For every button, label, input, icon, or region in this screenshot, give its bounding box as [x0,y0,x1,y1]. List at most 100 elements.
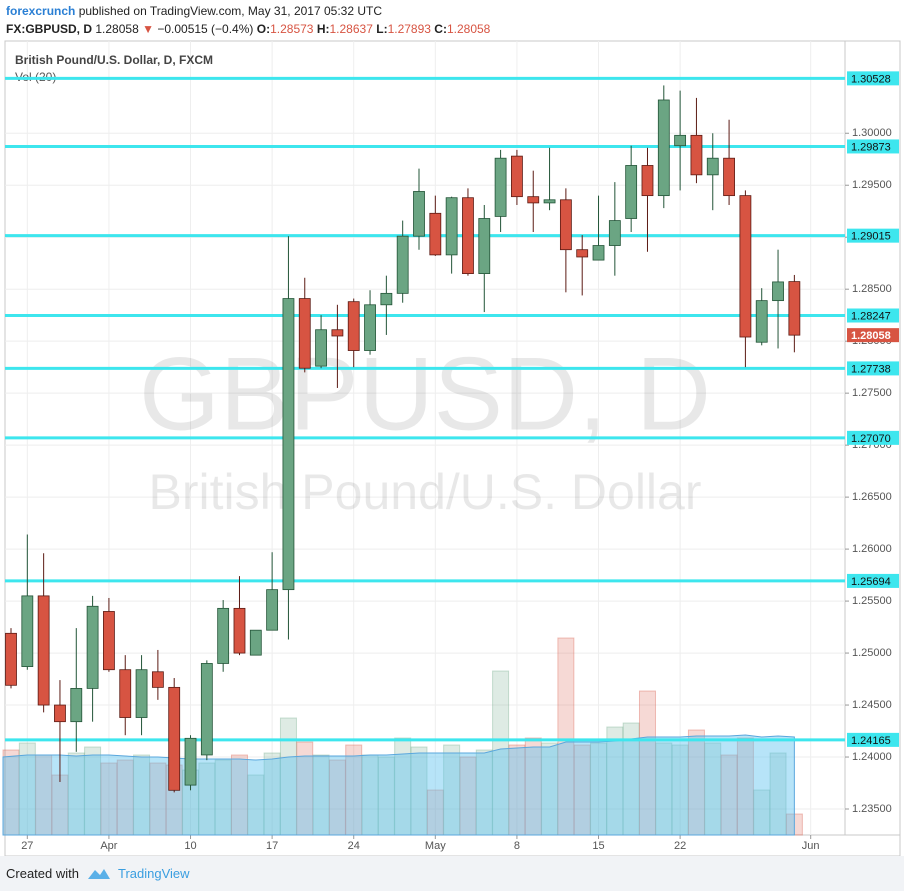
candle-body [511,155,523,198]
last-price-box [847,328,899,343]
candle-body [151,671,164,688]
created-with: Created with [6,866,79,881]
x-tick-label: May [425,840,446,852]
candle-body [608,220,621,246]
candle-body [282,298,295,591]
candle-body [772,281,784,302]
y-tick-label: 1.30000 [852,127,892,139]
candle-body [576,249,589,258]
level-label-box [847,71,899,86]
candle-body [396,235,409,294]
candle-body [527,196,540,204]
y-tick-label: 1.23500 [852,803,892,815]
level-label-box [847,308,899,323]
x-tick-label: 17 [266,840,278,852]
level-label: 1.25694 [851,576,891,588]
ohlc-label: O: [256,22,271,36]
candle-body [723,157,735,197]
y-tick-label: 1.24500 [852,699,892,711]
x-tick-label: Apr [100,840,117,852]
x-tick-label: Jun [802,840,820,852]
level-label-box [847,228,899,243]
y-tick-label: 1.27500 [852,387,892,399]
candle-body [674,134,687,147]
level-label-box [847,361,899,376]
watermark: GBPUSD, D [139,336,711,452]
candle-body [217,607,230,664]
header: forexcrunch published on TradingView.com… [6,2,490,38]
candle-body [54,704,66,723]
candle-body [413,191,425,237]
y-tick-label: 1.28500 [852,283,892,295]
ohlc-value: 1.28573 [270,22,314,36]
candle-body [298,298,311,369]
y-tick-label: 1.25500 [852,595,892,607]
candle-body [592,245,605,261]
ohlc-label: C: [434,22,447,36]
candle-body [168,686,181,791]
brand[interactable]: TradingView [118,866,190,881]
candle-body [494,157,507,217]
y-tick-label: 1.26000 [852,543,892,555]
footer: Created with TradingView [0,856,904,891]
ohlc-label: L: [376,22,388,36]
level-label-box [847,139,899,154]
ohlc-value: 1.28058 [446,22,491,36]
published: published on TradingView.com, May 31, 20… [78,4,382,18]
candle-body [788,281,801,336]
candle-body [5,632,17,686]
candle-body [462,197,474,274]
candle-body [706,157,719,176]
logo [88,869,110,879]
level-label: 1.27738 [851,363,891,375]
candle-body [739,195,752,338]
level-label-box [847,430,899,445]
candle-body [200,663,213,756]
chart: 1.23500 1.24000 1.24500 1.25000 1.25500 1.260… [2,40,901,856]
chart-title: British Pound/U.S. Dollar, D, FXCM [15,53,213,67]
y-tick-label: 1.24000 [852,751,892,763]
candle-body [445,197,458,256]
level-label: 1.29015 [851,231,891,243]
candle-body [625,165,638,219]
candle-body [641,165,654,197]
x-tick-label: 8 [514,840,520,852]
candle-body [86,605,99,689]
ohlc-value: 1.28637 [329,22,373,36]
candle-body [119,669,132,718]
last-price-label: 1.28058 [851,330,891,342]
candle-body [266,589,279,631]
level-label: 1.29873 [851,141,891,153]
candle-body [184,737,197,786]
x-tick-label: 24 [348,840,360,852]
last-price: 1.28058 [95,22,139,36]
candle-body [478,218,491,274]
candle-body [37,595,50,706]
candle-body [364,304,376,351]
x-tick-label: 27 [21,840,33,852]
candle-body [380,292,393,306]
level-label: 1.24165 [851,735,891,747]
ohlc-value: 1.27893 [387,22,431,36]
watermark: British Pound/U.S. Dollar [148,464,701,520]
x-tick-label: 15 [592,840,604,852]
candle-body [21,595,34,667]
candle-body [331,329,344,337]
arrow: ▼ [142,22,154,36]
user[interactable]: forexcrunch [6,4,76,18]
x-tick-label: 10 [184,840,196,852]
header-line-2: FX:GBPUSD, D 1.28058 ▼ −0.00515 (−0.4%) … [6,20,490,38]
y-tick-label: 1.25000 [852,647,892,659]
candle-body [429,212,442,256]
level-label: 1.28247 [851,310,891,322]
candle-body [543,199,556,204]
candle-body [70,688,83,723]
y-tick-label: 1.29500 [852,179,892,191]
level-label-box [847,573,899,588]
candle-body [755,300,768,343]
level-label: 1.27070 [851,433,891,445]
volume-ma-area [2,734,795,836]
candle-body [249,629,262,656]
ohlc-label: H: [316,22,330,36]
x-tick-label: 22 [674,840,686,852]
